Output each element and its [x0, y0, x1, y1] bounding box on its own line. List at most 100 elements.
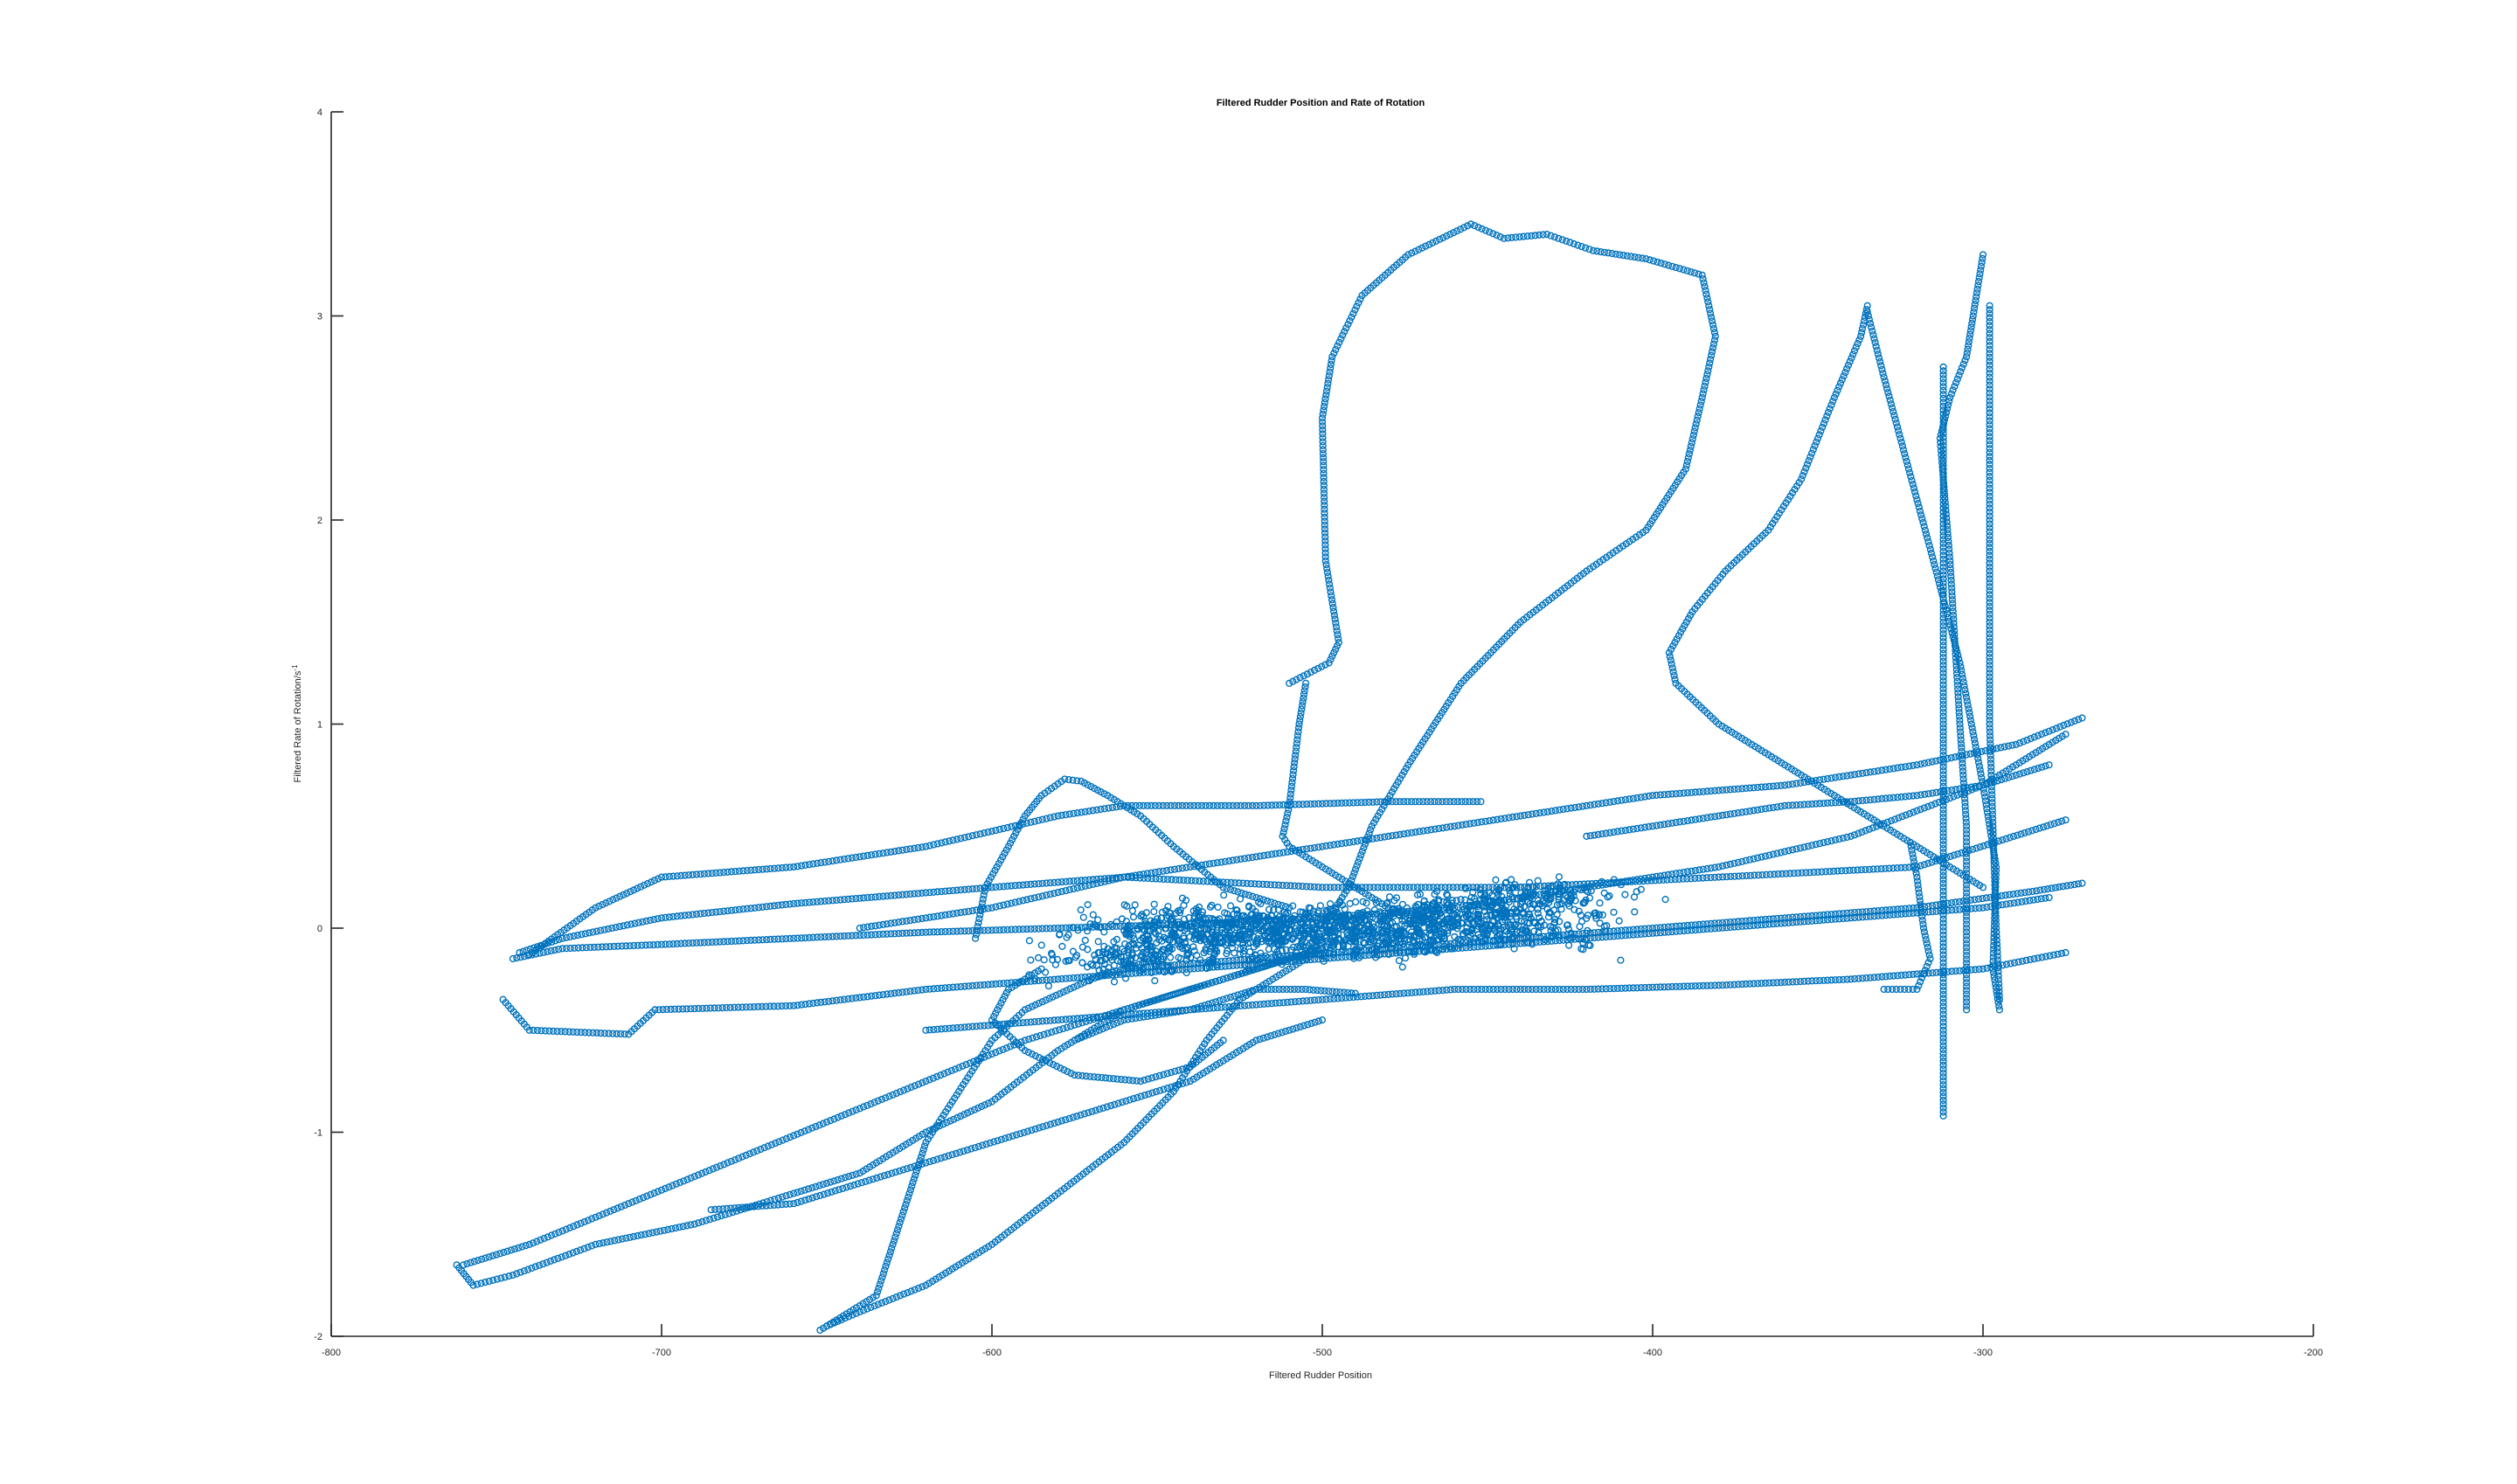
data-point [1982, 801, 1990, 808]
data-point [1939, 806, 1947, 814]
data-point [1939, 1018, 1947, 1026]
data-point [1881, 377, 1889, 385]
data-point [1986, 440, 1993, 448]
data-point [1971, 739, 1980, 747]
data-point [635, 1195, 643, 1203]
data-point [1986, 704, 1993, 712]
data-point [1930, 557, 1938, 565]
data-point [1318, 1016, 1327, 1024]
data-point [1986, 575, 1993, 583]
data-point [1939, 947, 1947, 955]
data-point [1947, 576, 1955, 585]
data-point [1939, 661, 1947, 669]
data-point [1043, 1121, 1050, 1129]
data-point [1939, 367, 1947, 375]
data-point [1148, 1089, 1156, 1097]
data-point [1926, 545, 1934, 553]
data-point [1939, 531, 1947, 540]
data-point [1695, 405, 1703, 413]
data-point [2015, 739, 2024, 747]
data-point [1939, 747, 1947, 755]
data-point [1156, 1086, 1164, 1094]
data-point [1969, 312, 1977, 320]
data-point [1986, 373, 1993, 381]
data-point [1708, 317, 1716, 325]
data-point [899, 1208, 907, 1216]
data-point [1325, 580, 1334, 588]
data-point [1963, 834, 1971, 842]
data-point [1958, 670, 1966, 678]
data-point [854, 1180, 862, 1188]
data-point [1939, 446, 1947, 454]
data-point [1704, 367, 1712, 375]
data-point [1811, 442, 1819, 450]
data-point [1281, 903, 1290, 911]
data-point [1952, 650, 1959, 658]
data-point [1307, 1019, 1315, 1028]
data-point [903, 1165, 911, 1173]
data-point [1986, 657, 1993, 665]
data-point [882, 1298, 890, 1306]
data-point [1688, 439, 1695, 447]
data-point [1921, 526, 1930, 534]
data-point [1332, 345, 1340, 354]
data-point [1294, 728, 1302, 736]
data-point [1327, 588, 1335, 596]
data-point [1931, 560, 1938, 569]
data-point [1361, 840, 1369, 849]
data-point [1986, 361, 1993, 370]
data-point [808, 1183, 816, 1192]
data-point [1953, 791, 1961, 800]
data-point [1939, 386, 1947, 394]
data-point [900, 1086, 908, 1094]
data-point [1917, 805, 1924, 814]
data-point [1961, 802, 1969, 810]
data-point [1354, 858, 1363, 866]
data-point [1321, 533, 1329, 541]
data-point [1106, 1101, 1115, 1110]
data-point [1841, 369, 1849, 377]
data-point [1829, 398, 1837, 406]
data-point [1668, 664, 1676, 672]
data-point [1111, 1100, 1119, 1108]
data-point [852, 1106, 860, 1114]
data-point [1939, 860, 1947, 868]
data-point [1692, 420, 1700, 428]
data-point [1314, 1017, 1322, 1025]
data-point [841, 1111, 849, 1119]
data-point [1638, 254, 1647, 262]
data-point [1939, 430, 1947, 438]
data-point [1946, 794, 1954, 802]
data-point [870, 1099, 878, 1106]
data-point [948, 1151, 956, 1159]
data-point [801, 1127, 808, 1135]
data-point [1943, 518, 1951, 526]
data-point [1574, 241, 1582, 249]
data-point [1287, 786, 1295, 794]
data-point [473, 1280, 482, 1288]
data-point [1803, 461, 1812, 468]
data-point [1289, 677, 1297, 685]
data-point [1467, 220, 1475, 228]
data-point [1986, 472, 1993, 481]
data-point [1342, 324, 1350, 332]
data-point [1868, 323, 1876, 331]
data-point [1057, 1117, 1066, 1125]
data-point [1986, 551, 1993, 559]
data-point [1310, 666, 1319, 675]
data-point [558, 1227, 566, 1235]
data-point [1332, 623, 1341, 631]
data-point [1963, 873, 1971, 881]
data-point [2058, 817, 2066, 825]
data-point [1832, 390, 1840, 398]
data-point [801, 1186, 808, 1194]
data-point [1163, 1084, 1172, 1092]
data-point [845, 1172, 853, 1181]
data-point [1821, 416, 1829, 424]
data-point [1939, 809, 1947, 817]
data-point [857, 1179, 866, 1187]
data-point [1160, 1085, 1168, 1093]
data-point [912, 1171, 919, 1179]
data-point [997, 1135, 1005, 1143]
